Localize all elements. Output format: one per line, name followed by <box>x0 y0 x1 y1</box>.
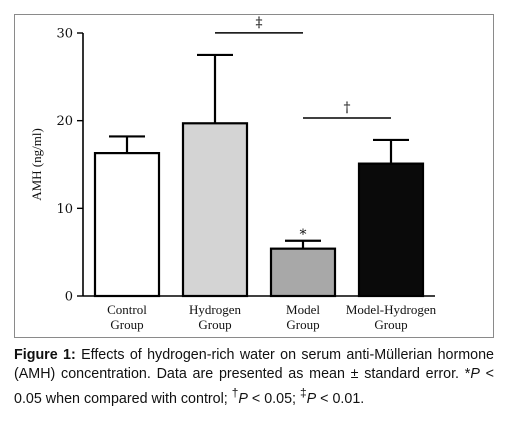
y-tick-label: 30 <box>56 27 73 42</box>
caption-figure-label: Figure 1: <box>14 347 76 363</box>
x-category-label: Group <box>198 317 231 332</box>
significance-label: † <box>344 100 351 116</box>
caption-p3-text: < 0.01. <box>316 390 365 407</box>
y-axis-label: AMH (ng/ml) <box>29 128 44 201</box>
caption-p-variable: P <box>306 390 317 407</box>
bar <box>93 152 161 298</box>
caption-double-dagger: ‡ <box>300 386 307 400</box>
figure-panel: 0 10 20 30 AMH (ng/ml) Control Group Hydrogen Gr… <box>14 14 494 338</box>
x-category-label: Model-Hydrogen <box>346 302 437 317</box>
bar <box>181 122 249 298</box>
significance-label: ‡ <box>256 15 263 31</box>
x-category-label: Group <box>110 317 143 332</box>
significance-markers <box>215 32 391 119</box>
x-category-label: Control <box>107 302 147 317</box>
caption-p-variable: P <box>470 366 480 382</box>
x-category-label: Group <box>286 317 319 332</box>
bar <box>357 162 425 298</box>
caption-text: Effects of hydrogen-rich water on serum … <box>14 347 494 382</box>
x-category-label: Group <box>374 317 407 332</box>
caption-p2-text: < 0.05; <box>247 390 300 407</box>
y-tick-label: 20 <box>56 114 73 129</box>
chart-bars <box>93 53 425 298</box>
x-category-label: Model <box>286 302 320 317</box>
y-tick-label: 10 <box>56 202 73 217</box>
caption-p-variable: P <box>238 390 248 407</box>
caption-p1-text: < 0.05 when compared with control; <box>14 366 494 407</box>
y-tick-label: 0 <box>65 290 73 305</box>
bar <box>269 247 337 298</box>
x-category-label: Hydrogen <box>189 302 241 317</box>
figure-caption: Figure 1: Effects of hydrogen-rich water… <box>14 346 494 409</box>
bar-annotation: * <box>300 227 307 243</box>
caption-dagger: † <box>231 386 239 400</box>
